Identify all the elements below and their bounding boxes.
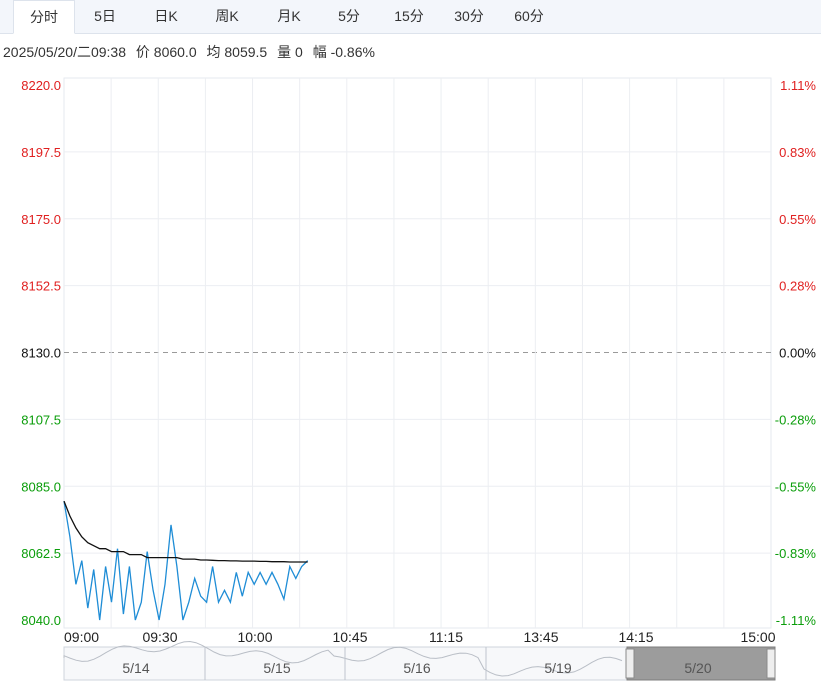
x-tick-label: 10:45	[332, 629, 367, 645]
tab-5min[interactable]: 5分	[338, 8, 360, 24]
x-tick-label: 14:15	[618, 629, 653, 645]
navigator-day-label: 5/20	[684, 660, 711, 676]
y-tick-pct-label: 0.83%	[779, 145, 816, 160]
tab-fenshi[interactable]: 分时	[13, 0, 75, 34]
y-tick-pct-label: 0.28%	[779, 279, 816, 294]
tab-month-k[interactable]: 月K	[277, 8, 301, 24]
average-series-line	[63, 500, 308, 563]
y-tick-label: 8152.5	[21, 279, 61, 294]
x-tick-label: 09:00	[64, 629, 99, 645]
quote-price: 价 8060.0	[135, 44, 197, 60]
tab-5day[interactable]: 5日	[94, 8, 116, 24]
tab-30min[interactable]: 30分	[454, 8, 484, 24]
y-tick-label: 8220.0	[21, 78, 61, 93]
y-tick-label: 8197.5	[21, 145, 61, 160]
tab-60min[interactable]: 60分	[514, 8, 544, 24]
x-tick-label: 10:00	[237, 629, 272, 645]
y-tick-pct-label: -0.83%	[775, 546, 817, 561]
navigator-trace	[63, 640, 623, 677]
period-tabs: 分时 5日 日K 周K 月K 5分 15分 30分 60分	[0, 0, 821, 34]
x-tick-label: 09:30	[142, 629, 177, 645]
tab-15min[interactable]: 15分	[394, 8, 424, 24]
y-tick-pct-label: 0.55%	[779, 212, 816, 227]
navigator-right-handle	[766, 648, 776, 679]
tab-week-k[interactable]: 周K	[215, 8, 239, 24]
quote-info-bar: 2025/05/20/二09:38 价 8060.0 均 8059.5 量 0 …	[3, 42, 381, 62]
y-tick-pct-label: -1.11%	[776, 613, 817, 628]
navigator-day-label: 5/16	[403, 660, 430, 676]
y-tick-label: 8107.5	[21, 412, 61, 427]
y-tick-label: 8175.0	[21, 212, 61, 227]
y-tick-pct-label: -0.55%	[775, 479, 817, 494]
quote-volume: 量 0	[277, 44, 303, 60]
navigator-left-handle	[625, 648, 635, 679]
y-tick-label: 8040.0	[21, 613, 61, 628]
y-tick-pct-label: 0.00%	[779, 346, 816, 361]
navigator-selected-window	[626, 646, 776, 681]
y-tick-pct-label: -0.28%	[775, 412, 817, 427]
navigator-day-label: 5/15	[263, 660, 290, 676]
y-tick-label: 8062.5	[21, 546, 61, 561]
quote-datetime: 2025/05/20/二09:38	[3, 44, 126, 60]
x-tick-label: 11:15	[429, 629, 463, 645]
tab-day-k[interactable]: 日K	[154, 8, 178, 24]
quote-average: 均 8059.5	[206, 44, 268, 60]
y-tick-label: 8130.0	[21, 346, 61, 361]
navigator-day-label: 5/19	[544, 660, 571, 676]
y-tick-label: 8085.0	[21, 479, 61, 494]
x-tick-label: 13:45	[523, 629, 558, 645]
navigator-day-label: 5/14	[122, 660, 149, 676]
y-tick-pct-label: 1.11%	[780, 78, 816, 93]
x-tick-label: 15:00	[740, 629, 775, 645]
quote-change: 幅 -0.86%	[312, 44, 375, 60]
price-series-line	[63, 500, 309, 621]
